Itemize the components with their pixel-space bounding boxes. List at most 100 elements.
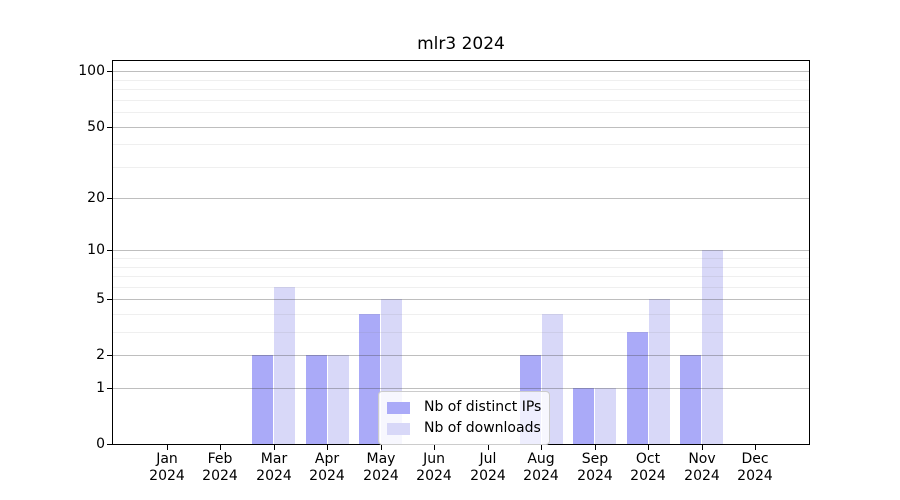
x-tick-label-dec: Dec 2024	[725, 451, 785, 485]
x-tick-year: 2024	[577, 468, 613, 484]
x-tick-label-oct: Oct 2024	[618, 451, 678, 485]
x-tick-year: 2024	[309, 468, 345, 484]
x-tick-mark-feb	[220, 445, 221, 450]
x-tick-mark-may	[381, 445, 382, 450]
x-tick-month: Sep	[581, 451, 609, 467]
y-tick-mark-50	[107, 127, 112, 128]
gridline-1	[113, 388, 809, 389]
legend-label-distinct-ips: Nb of distinct IPs	[424, 399, 542, 415]
gridline-3	[113, 332, 809, 333]
x-tick-month: Dec	[741, 451, 769, 467]
y-tick-label-20: 20	[87, 190, 105, 206]
gridline-7	[113, 276, 809, 277]
legend-row-0: Nb of distinct IPs	[387, 398, 541, 417]
gridline-70	[113, 100, 809, 101]
x-tick-mark-jan	[167, 445, 168, 450]
y-tick-mark-2	[107, 355, 112, 356]
gridline-4	[113, 314, 809, 315]
y-tick-label-1: 1	[96, 380, 105, 396]
x-tick-mark-jul	[488, 445, 489, 450]
bar-downloads-sep	[595, 388, 616, 444]
y-tick-label-50: 50	[87, 119, 105, 135]
y-tick-label-10: 10	[87, 242, 105, 258]
x-tick-label-apr: Apr 2024	[297, 451, 357, 485]
x-tick-label-nov: Nov 2024	[672, 451, 732, 485]
gridline-80	[113, 89, 809, 90]
legend-swatch-downloads	[387, 422, 410, 435]
x-tick-mark-oct	[648, 445, 649, 450]
bar-ips-apr	[306, 355, 327, 444]
y-tick-label-5: 5	[96, 291, 105, 307]
legend-label-downloads: Nb of downloads	[424, 420, 541, 436]
x-tick-label-jan: Jan 2024	[137, 451, 197, 485]
gridline-90	[113, 80, 809, 81]
x-tick-month: Feb	[207, 451, 233, 467]
plot-area	[112, 60, 810, 445]
gridline-30	[113, 167, 809, 168]
x-tick-year: 2024	[737, 468, 773, 484]
x-tick-month: May	[366, 451, 396, 467]
chart-title: mlr3 2024	[417, 34, 505, 54]
x-tick-month: Mar	[260, 451, 288, 467]
gridline-6	[113, 287, 809, 288]
x-tick-year: 2024	[363, 468, 399, 484]
y-tick-label-100: 100	[78, 63, 105, 79]
x-tick-month: Nov	[688, 451, 716, 467]
x-tick-year: 2024	[202, 468, 238, 484]
x-tick-mark-aug	[541, 445, 542, 450]
x-tick-mark-mar	[274, 445, 275, 450]
gridline-20	[113, 198, 809, 199]
x-tick-mark-apr	[327, 445, 328, 450]
x-tick-year: 2024	[470, 468, 506, 484]
y-tick-mark-1	[107, 388, 112, 389]
y-tick-mark-20	[107, 198, 112, 199]
bar-ips-oct	[627, 332, 648, 444]
x-tick-year: 2024	[416, 468, 452, 484]
bar-ips-mar	[252, 355, 273, 444]
bar-downloads-mar	[274, 287, 295, 444]
gridline-50	[113, 127, 809, 128]
x-tick-month: Jan	[156, 451, 178, 467]
y-tick-mark-5	[107, 299, 112, 300]
gridline-5	[113, 299, 809, 300]
x-tick-label-jun: Jun 2024	[404, 451, 464, 485]
bar-ips-may	[359, 314, 380, 444]
gridline-40	[113, 144, 809, 145]
x-tick-year: 2024	[684, 468, 720, 484]
x-tick-year: 2024	[149, 468, 185, 484]
legend-row-1: Nb of downloads	[387, 419, 541, 438]
x-tick-mark-dec	[755, 445, 756, 450]
x-tick-label-sep: Sep 2024	[565, 451, 625, 485]
gridline-9	[113, 258, 809, 259]
x-tick-label-aug: Aug 2024	[511, 451, 571, 485]
x-tick-mark-jun	[434, 445, 435, 450]
x-tick-label-may: May 2024	[351, 451, 411, 485]
y-tick-mark-100	[107, 71, 112, 72]
x-tick-mark-nov	[702, 445, 703, 450]
gridline-60	[113, 112, 809, 113]
x-tick-year: 2024	[523, 468, 559, 484]
gridline-8	[113, 267, 809, 268]
x-tick-month: Apr	[314, 451, 340, 467]
bar-ips-nov	[680, 355, 701, 444]
x-tick-month: Oct	[635, 451, 661, 467]
legend: Nb of distinct IPs Nb of downloads	[378, 391, 551, 445]
x-tick-year: 2024	[630, 468, 666, 484]
bar-downloads-oct	[649, 299, 670, 444]
bar-ips-sep	[573, 388, 594, 444]
x-tick-label-mar: Mar 2024	[244, 451, 304, 485]
y-tick-label-2: 2	[96, 347, 105, 363]
x-tick-label-feb: Feb 2024	[190, 451, 250, 485]
y-tick-label-0: 0	[96, 436, 105, 452]
gridline-10	[113, 250, 809, 251]
y-tick-mark-0	[107, 444, 112, 445]
bar-downloads-apr	[328, 355, 349, 444]
x-tick-label-jul: Jul 2024	[458, 451, 518, 485]
y-tick-mark-10	[107, 250, 112, 251]
x-tick-year: 2024	[256, 468, 292, 484]
gridline-100	[113, 71, 809, 72]
bar-downloads-nov	[702, 250, 723, 444]
x-tick-month: Jun	[423, 451, 445, 467]
gridline-2	[113, 355, 809, 356]
